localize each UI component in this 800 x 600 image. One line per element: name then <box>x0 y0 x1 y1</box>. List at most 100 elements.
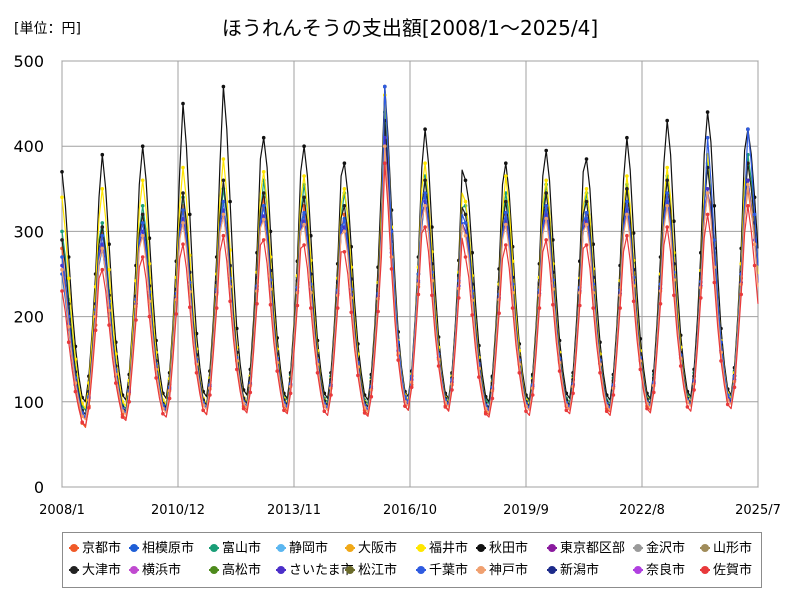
data-point <box>100 225 105 229</box>
legend-marker <box>548 543 556 552</box>
data-point <box>66 325 71 329</box>
data-point <box>450 388 454 392</box>
data-point <box>423 204 427 208</box>
data-point <box>665 225 669 229</box>
data-point <box>127 400 131 404</box>
data-point <box>584 243 589 247</box>
data-point <box>544 204 548 208</box>
data-point <box>665 118 669 123</box>
data-point <box>631 231 636 235</box>
data-point <box>60 289 64 293</box>
legend-item: 新潟市 <box>547 563 599 579</box>
data-point <box>645 406 649 411</box>
legend-marker <box>70 565 78 574</box>
data-point <box>611 393 616 397</box>
data-point <box>705 187 710 191</box>
data-point <box>490 396 495 401</box>
legend-marker <box>417 543 425 552</box>
data-point <box>221 84 226 89</box>
data-point <box>255 302 259 306</box>
data-point <box>295 303 300 308</box>
legend-label: 横浜市 <box>142 563 182 578</box>
data-point <box>100 152 105 157</box>
data-point <box>409 385 414 390</box>
data-point <box>544 178 548 183</box>
data-point <box>221 212 226 217</box>
legend-item: 横浜市 <box>129 563 181 579</box>
legend-label: 秋田市 <box>489 541 529 556</box>
legend-item: 京都市 <box>69 541 121 557</box>
data-point <box>302 210 306 215</box>
data-point <box>261 135 266 140</box>
data-point <box>181 165 185 170</box>
data-point <box>631 299 636 304</box>
data-point <box>66 340 71 345</box>
data-point <box>712 238 717 242</box>
y-tick-label: 100 <box>13 393 44 412</box>
data-point <box>383 144 387 148</box>
data-point <box>504 222 508 227</box>
data-point <box>261 238 266 242</box>
data-point <box>80 420 84 425</box>
data-point <box>665 165 669 170</box>
legend-label: 東京都区部 <box>560 541 626 556</box>
legend-marker <box>130 543 138 552</box>
data-point <box>100 187 105 191</box>
data-point <box>463 199 468 204</box>
data-point <box>309 306 313 310</box>
data-point <box>705 191 710 195</box>
data-point <box>221 233 226 238</box>
data-point <box>504 174 508 178</box>
data-point <box>208 393 212 397</box>
data-point <box>551 302 555 307</box>
data-point <box>376 309 380 314</box>
data-point <box>140 233 145 238</box>
data-point <box>672 293 676 298</box>
legend-label: 金沢市 <box>646 541 686 556</box>
legend-label: 福井市 <box>429 541 469 556</box>
data-point <box>60 255 64 259</box>
data-point <box>181 101 185 106</box>
data-point <box>557 369 562 373</box>
data-point <box>235 367 239 372</box>
data-point <box>598 371 602 375</box>
data-point <box>416 292 421 297</box>
data-point <box>221 178 226 183</box>
data-point <box>60 267 64 272</box>
data-point <box>322 409 327 414</box>
data-point <box>625 135 629 140</box>
data-point <box>140 212 145 217</box>
data-point <box>463 221 468 225</box>
data-point <box>60 229 64 234</box>
legend-label: 千葉市 <box>429 563 469 578</box>
data-point <box>752 263 757 268</box>
legend-marker <box>210 543 218 552</box>
data-point <box>221 157 226 161</box>
data-point <box>275 369 280 373</box>
legend-marker <box>634 543 642 552</box>
data-point <box>725 402 730 407</box>
data-point <box>261 204 266 208</box>
data-point <box>665 204 669 208</box>
data-point <box>403 404 407 408</box>
legend-item: 千葉市 <box>416 563 468 579</box>
data-point <box>699 296 703 300</box>
data-point <box>120 415 125 419</box>
data-point <box>705 212 710 217</box>
data-point <box>625 233 629 238</box>
legend-item: 神戸市 <box>476 563 528 579</box>
x-tick-label: 2013/11 <box>267 503 321 518</box>
data-point <box>625 212 629 217</box>
chart-title: ほうれんそうの支出額[2008/1～2025/4] <box>221 16 599 40</box>
x-tick-label: 2010/12 <box>151 503 205 518</box>
data-point <box>584 210 589 215</box>
legend-marker <box>477 565 485 574</box>
legend-label: 山形市 <box>713 541 753 556</box>
data-point <box>658 302 663 306</box>
data-point <box>530 393 535 397</box>
data-point <box>436 364 441 368</box>
legend-label: さいたま市 <box>289 563 354 578</box>
data-point <box>342 229 347 234</box>
data-point <box>282 408 286 413</box>
